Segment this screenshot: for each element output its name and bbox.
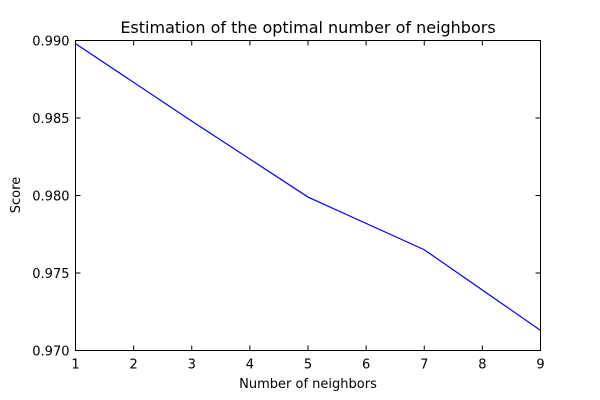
- y-tick-label: 0.970: [32, 345, 69, 360]
- series-layer: [75, 43, 541, 331]
- y-tick-label: 0.990: [32, 35, 69, 50]
- x-tick-label: 7: [420, 358, 428, 373]
- x-tick-label: 2: [129, 358, 137, 373]
- x-tick-label: 9: [536, 358, 544, 373]
- y-axis-ticks: 0.970 0.975 0.980 0.985 0.990: [32, 35, 541, 360]
- x-tick-label: 5: [304, 358, 312, 373]
- series-line: [75, 43, 541, 331]
- x-axis-ticks: 1 2 3 4 5 6 7 8 9: [71, 40, 545, 373]
- x-tick-label: 1: [71, 358, 79, 373]
- plot-area: 1 2 3 4 5 6 7 8 9 0.970 0.975 0.980 0.985 0.990: [32, 35, 544, 373]
- chart-title: Estimation of the optimal number of neig…: [120, 18, 495, 37]
- y-axis-label: Score: [9, 177, 24, 213]
- x-tick-label: 3: [188, 358, 196, 373]
- x-tick-label: 4: [246, 358, 254, 373]
- y-tick-label: 0.975: [32, 267, 69, 282]
- y-tick-label: 0.980: [32, 190, 69, 205]
- x-tick-label: 6: [362, 358, 370, 373]
- x-tick-label: 8: [478, 358, 486, 373]
- x-axis-label: Number of neighbors: [239, 377, 377, 392]
- y-tick-label: 0.985: [32, 112, 69, 127]
